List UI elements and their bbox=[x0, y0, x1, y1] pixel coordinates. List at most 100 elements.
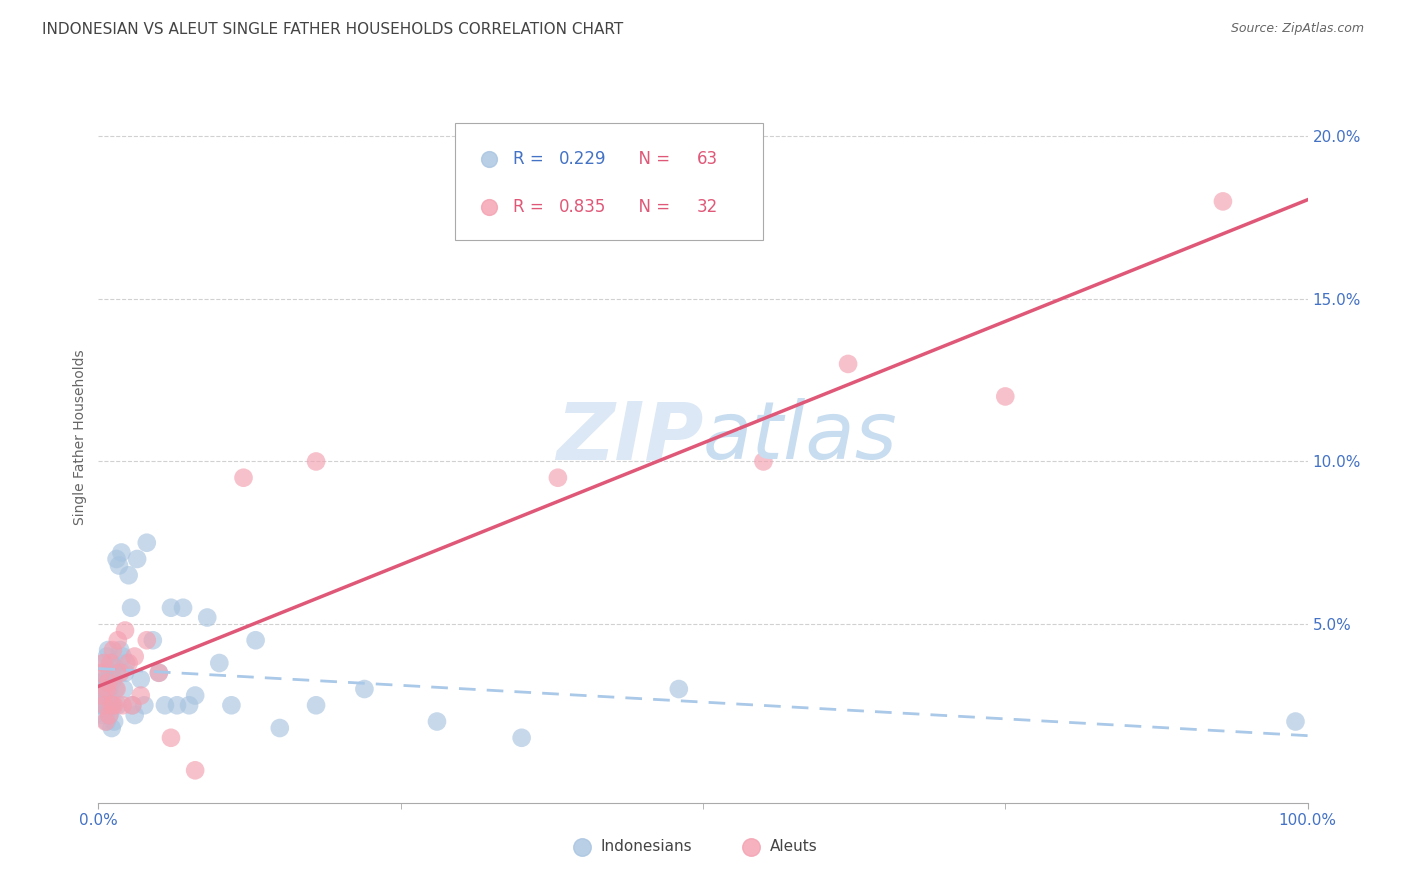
Text: N =: N = bbox=[628, 198, 675, 216]
Point bbox=[97, 689, 120, 703]
Text: 63: 63 bbox=[697, 150, 718, 168]
Point bbox=[124, 649, 146, 664]
Point bbox=[105, 552, 128, 566]
Point bbox=[94, 714, 117, 729]
Point bbox=[184, 764, 207, 778]
Point bbox=[510, 731, 533, 745]
Point bbox=[124, 708, 146, 723]
Point bbox=[90, 665, 112, 680]
Point bbox=[93, 689, 115, 703]
Point bbox=[114, 665, 136, 680]
Point bbox=[221, 698, 243, 713]
Point bbox=[91, 656, 114, 670]
Point bbox=[93, 698, 115, 713]
Point bbox=[90, 689, 112, 703]
Point bbox=[100, 665, 122, 680]
Point bbox=[353, 681, 375, 696]
Point bbox=[103, 659, 125, 673]
Text: Source: ZipAtlas.com: Source: ZipAtlas.com bbox=[1230, 22, 1364, 36]
Point bbox=[547, 471, 569, 485]
Point bbox=[118, 568, 141, 582]
Point bbox=[129, 673, 152, 687]
Text: N =: N = bbox=[628, 150, 675, 168]
Point bbox=[91, 665, 114, 680]
Point bbox=[94, 673, 117, 687]
Point bbox=[148, 665, 170, 680]
Point bbox=[160, 731, 183, 745]
Point bbox=[148, 665, 170, 680]
Point bbox=[101, 673, 124, 687]
Text: R =: R = bbox=[513, 198, 550, 216]
Point bbox=[108, 643, 131, 657]
Point bbox=[121, 698, 143, 713]
Text: R =: R = bbox=[513, 150, 550, 168]
Text: Indonesians: Indonesians bbox=[600, 839, 692, 855]
Point bbox=[105, 665, 128, 680]
Point bbox=[135, 535, 157, 549]
FancyBboxPatch shape bbox=[456, 122, 763, 240]
Point bbox=[426, 714, 449, 729]
Point bbox=[100, 698, 122, 713]
Point bbox=[245, 633, 267, 648]
Point bbox=[101, 698, 124, 713]
Point bbox=[90, 681, 112, 696]
Point bbox=[269, 721, 291, 735]
Point bbox=[208, 656, 231, 670]
Point bbox=[93, 656, 115, 670]
Point bbox=[91, 689, 114, 703]
Point bbox=[111, 649, 134, 664]
Point bbox=[112, 681, 135, 696]
Point bbox=[96, 649, 118, 664]
Point bbox=[305, 698, 328, 713]
Point bbox=[153, 698, 176, 713]
Point bbox=[100, 656, 122, 670]
Point bbox=[107, 698, 129, 713]
Point bbox=[184, 689, 207, 703]
Point bbox=[110, 545, 132, 559]
Point bbox=[1284, 714, 1306, 729]
Point bbox=[94, 698, 117, 713]
Point bbox=[134, 698, 156, 713]
Point bbox=[994, 389, 1017, 403]
Point bbox=[135, 633, 157, 648]
Text: 0.229: 0.229 bbox=[560, 150, 606, 168]
Point bbox=[305, 454, 328, 468]
Point bbox=[160, 600, 183, 615]
Point bbox=[91, 698, 114, 713]
Point bbox=[101, 643, 124, 657]
Point bbox=[98, 708, 121, 723]
Point bbox=[166, 698, 188, 713]
Point bbox=[103, 714, 125, 729]
Point bbox=[104, 681, 127, 696]
Point bbox=[98, 708, 121, 723]
Point bbox=[121, 698, 143, 713]
Point bbox=[837, 357, 859, 371]
Text: Aleuts: Aleuts bbox=[769, 839, 817, 855]
Point bbox=[129, 689, 152, 703]
Text: atlas: atlas bbox=[703, 398, 898, 476]
Point bbox=[91, 675, 114, 690]
Point bbox=[98, 681, 121, 696]
Point bbox=[120, 600, 142, 615]
Point bbox=[108, 665, 131, 680]
Point bbox=[100, 721, 122, 735]
Text: INDONESIAN VS ALEUT SINGLE FATHER HOUSEHOLDS CORRELATION CHART: INDONESIAN VS ALEUT SINGLE FATHER HOUSEH… bbox=[42, 22, 623, 37]
Point bbox=[1212, 194, 1234, 209]
Point bbox=[752, 454, 775, 468]
Y-axis label: Single Father Households: Single Father Households bbox=[73, 350, 87, 524]
Point bbox=[179, 698, 201, 713]
Point bbox=[195, 610, 218, 624]
Point bbox=[172, 600, 194, 615]
Point bbox=[91, 708, 114, 723]
Point bbox=[232, 471, 254, 485]
Point bbox=[127, 552, 149, 566]
Point bbox=[111, 698, 134, 713]
Point bbox=[118, 656, 141, 670]
Point bbox=[115, 656, 138, 670]
Point bbox=[142, 633, 165, 648]
Point bbox=[100, 698, 122, 713]
Point bbox=[114, 624, 136, 638]
Point bbox=[668, 681, 690, 696]
Point bbox=[108, 558, 131, 573]
Point bbox=[103, 698, 125, 713]
